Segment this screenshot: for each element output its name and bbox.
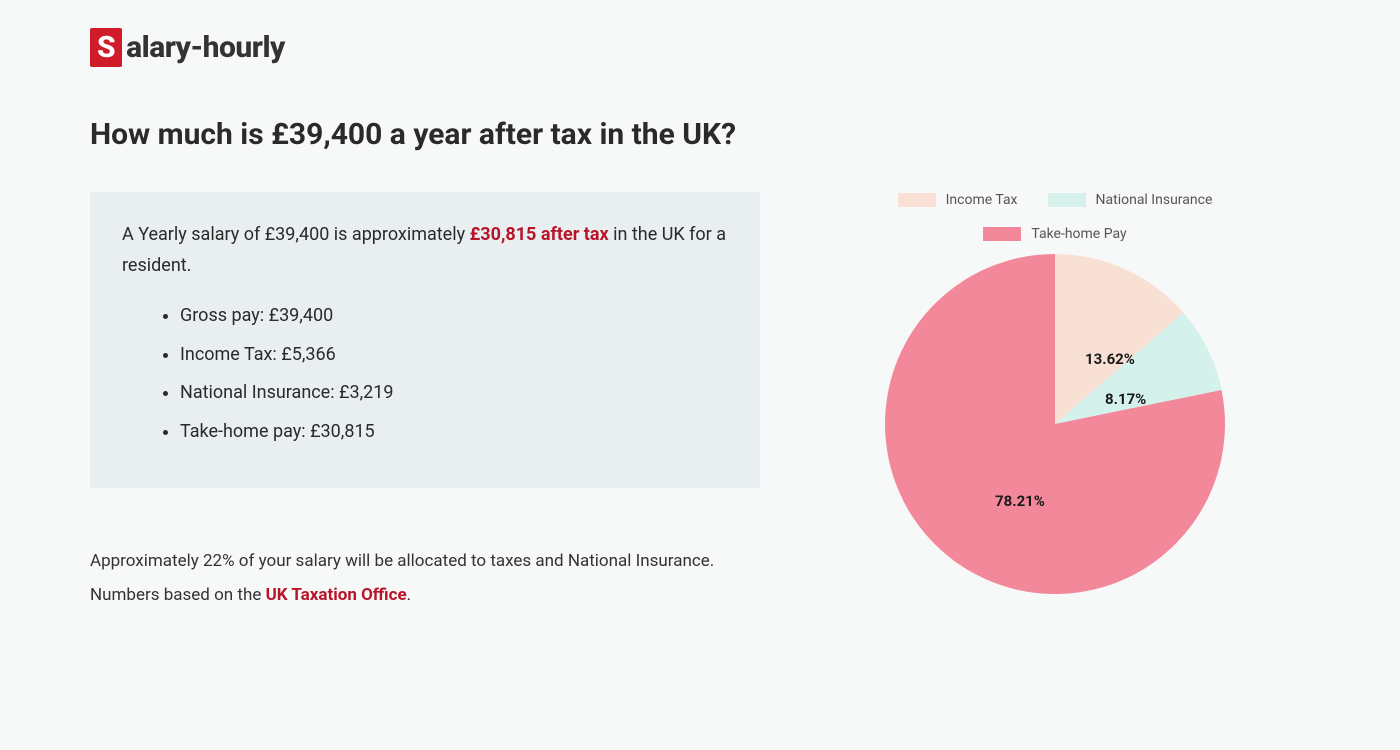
list-item: Take-home pay: £30,815 — [180, 417, 728, 448]
footer-text: Approximately 22% of your salary will be… — [90, 544, 760, 612]
pie-label: 78.21% — [995, 492, 1045, 510]
summary-text: A Yearly salary of £39,400 is approximat… — [122, 220, 728, 281]
after-tax-highlight: £30,815 after tax — [470, 224, 609, 245]
legend-swatch — [898, 193, 936, 207]
list-item: Income Tax: £5,366 — [180, 340, 728, 371]
legend-item: National Insurance — [1048, 192, 1213, 208]
logo: Salary-hourly — [90, 28, 1310, 67]
pie-label: 8.17% — [1105, 390, 1146, 408]
legend-swatch — [1048, 193, 1086, 207]
legend-label: National Insurance — [1096, 192, 1213, 208]
legend-item: Income Tax — [898, 192, 1018, 208]
legend-swatch — [983, 227, 1021, 241]
list-item: Gross pay: £39,400 — [180, 301, 728, 332]
breakdown-list: Gross pay: £39,400 Income Tax: £5,366 Na… — [122, 301, 728, 447]
content: A Yearly salary of £39,400 is approximat… — [90, 192, 1310, 612]
pie-svg — [885, 254, 1225, 594]
legend-label: Income Tax — [946, 192, 1018, 208]
page-title: How much is £39,400 a year after tax in … — [90, 117, 1310, 152]
pie-chart: 13.62% 8.17% 78.21% — [885, 254, 1225, 594]
summary-callout: A Yearly salary of £39,400 is approximat… — [90, 192, 760, 488]
list-item: National Insurance: £3,219 — [180, 378, 728, 409]
legend-label: Take-home Pay — [1031, 226, 1126, 242]
logo-prefix: S — [90, 28, 122, 67]
chart-legend: Income Tax National Insurance Take-home … — [840, 192, 1270, 242]
left-column: A Yearly salary of £39,400 is approximat… — [90, 192, 760, 612]
legend-item: Take-home Pay — [983, 226, 1126, 242]
chart-column: Income Tax National Insurance Take-home … — [840, 192, 1270, 612]
logo-rest: alary-hourly — [126, 30, 285, 65]
pie-label: 13.62% — [1085, 350, 1135, 368]
taxation-office-link[interactable]: UK Taxation Office — [266, 585, 407, 605]
